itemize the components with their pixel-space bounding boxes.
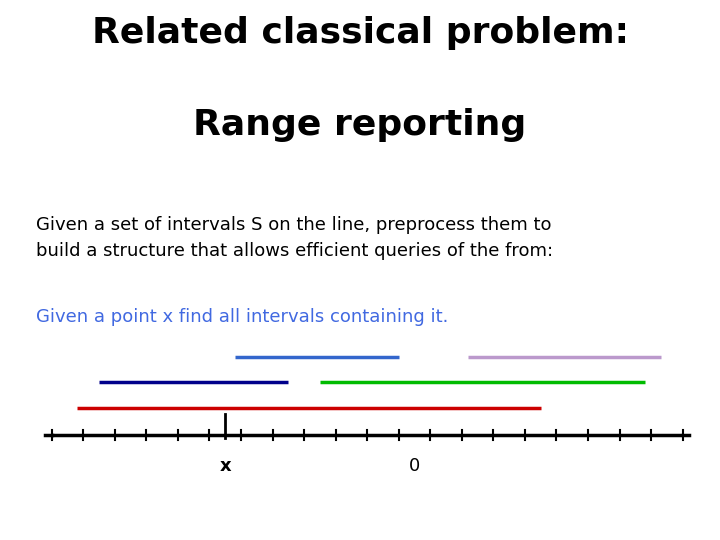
- Text: Related classical problem:: Related classical problem:: [91, 16, 629, 50]
- Text: Given a set of intervals S on the line, preprocess them to
build a structure tha: Given a set of intervals S on the line, …: [36, 216, 553, 260]
- Text: Given a point x find all intervals containing it.: Given a point x find all intervals conta…: [36, 308, 449, 326]
- Text: Range reporting: Range reporting: [194, 108, 526, 142]
- Text: 0: 0: [409, 457, 420, 475]
- Text: x: x: [220, 457, 231, 475]
